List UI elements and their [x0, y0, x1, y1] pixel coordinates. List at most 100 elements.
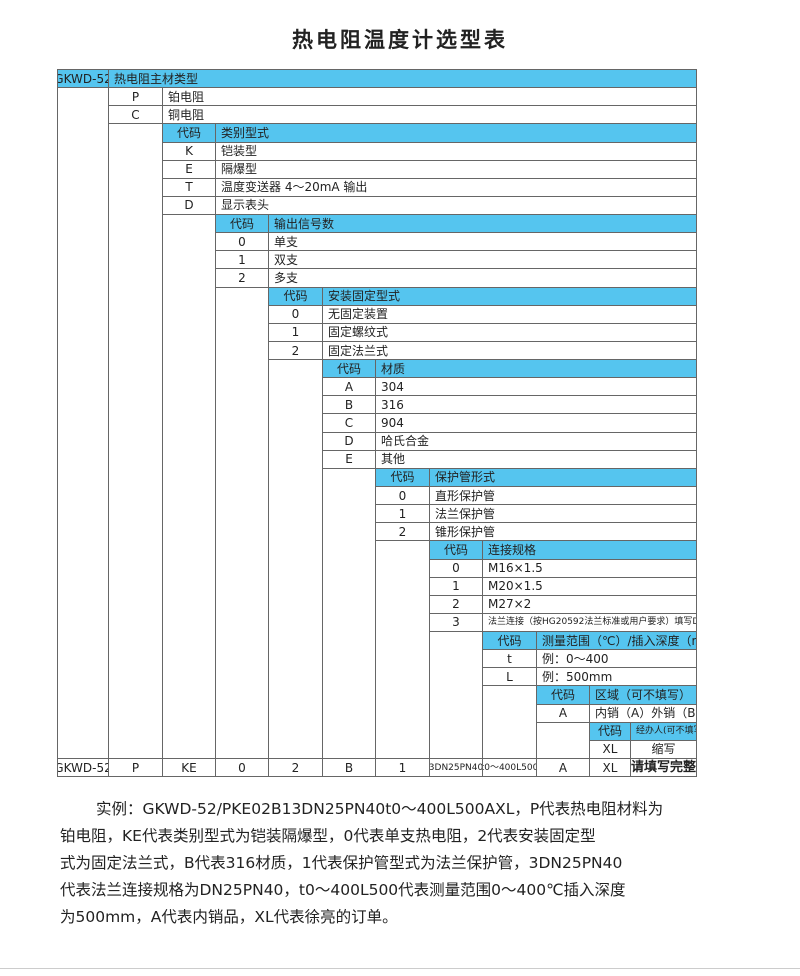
empty-block — [375, 540, 430, 759]
section-code-header: 代码 — [162, 123, 216, 143]
option-description: 直形保护管 — [429, 485, 697, 506]
option-code: 0 — [375, 485, 430, 506]
section-title: 输出信号数 — [268, 214, 697, 234]
option-code: 3 — [429, 612, 483, 633]
example-code-cell: 3DN25PN40 — [429, 757, 483, 778]
option-code: P — [108, 87, 163, 107]
option-description: 904 — [375, 413, 697, 433]
empty-block — [482, 685, 537, 759]
description-line: 实例：GKWD-52/PKE02B13DN25PN40t0～400L500AXL… — [96, 800, 664, 818]
option-description: 例：500mm — [536, 667, 697, 687]
option-description: 内销（A）外销（B） — [589, 703, 697, 723]
example-code-cell: B — [322, 757, 376, 778]
option-code: 2 — [268, 340, 323, 361]
section-code-header: 代码 — [589, 721, 631, 741]
option-description: 法兰连接（按HG20592法兰标准或用户要求）填写DN,PN — [482, 612, 697, 633]
empty-block — [215, 286, 269, 759]
option-description: 无固定装置 — [322, 304, 697, 324]
section-title: 测量范围（℃）/插入深度（mm） — [536, 631, 697, 651]
option-code: A — [322, 377, 376, 397]
section-title: 区域（可不填写） — [589, 685, 697, 705]
option-code: XL — [589, 739, 631, 759]
example-code-cell: 0 — [215, 757, 269, 778]
example-code-cell: t0～400L500 — [482, 757, 537, 778]
option-description: 法兰保护管 — [429, 504, 697, 524]
option-code: K — [162, 141, 216, 161]
example-code-cell: XL — [589, 757, 631, 778]
option-description: M16×1.5 — [482, 558, 697, 578]
option-description: 铂电阻 — [162, 87, 697, 107]
option-code: C — [108, 105, 163, 125]
option-code: A — [536, 703, 590, 723]
option-description: 固定螺纹式 — [322, 322, 697, 342]
section-code-header: GKWD-52 — [57, 69, 109, 89]
empty-block — [57, 87, 109, 759]
option-description: 哈氏合金 — [375, 431, 697, 451]
section-title: 类别型式 — [215, 123, 697, 143]
option-code: t — [482, 649, 537, 669]
description-line: 铂电阻，KE代表类别型式为铠装隔爆型，0代表单支热电阻，2代表安装固定型 — [60, 827, 596, 845]
divider — [0, 968, 800, 969]
section-code-header: 代码 — [429, 540, 483, 560]
option-code: T — [162, 177, 216, 197]
option-code: 1 — [215, 250, 269, 270]
option-code: 0 — [429, 558, 483, 578]
example-code-cell: KE — [162, 757, 216, 778]
description-line: 式为固定法兰式，B代表316材质，1代表保护管型式为法兰保护管，3DN25PN4… — [60, 854, 623, 872]
empty-block — [322, 467, 376, 759]
option-description: 固定法兰式 — [322, 340, 697, 361]
option-code: 2 — [429, 594, 483, 614]
section-code-header: 代码 — [482, 631, 537, 651]
section-code-header: 代码 — [536, 685, 590, 705]
empty-block — [268, 359, 323, 759]
option-description: 多支 — [268, 268, 697, 288]
example-code-cell: 请填写完整 — [630, 757, 697, 778]
example-code-cell: 2 — [268, 757, 323, 778]
option-description: 缩写 — [630, 739, 697, 759]
option-description: 铜电阻 — [162, 105, 697, 125]
section-title: 连接规格 — [482, 540, 697, 560]
section-code-header: 代码 — [268, 286, 323, 306]
example-description: 实例：GKWD-52/PKE02B13DN25PN40t0～400L500AXL… — [60, 796, 760, 931]
section-title: 材质 — [375, 359, 697, 379]
option-description: 316 — [375, 395, 697, 415]
option-code: E — [322, 449, 376, 469]
option-description: M27×2 — [482, 594, 697, 614]
option-description: 锥形保护管 — [429, 522, 697, 542]
section-title: 经办人(可不填写) — [630, 721, 697, 741]
description-line: 为500mm，A代表内销品，XL代表徐亮的订单。 — [60, 908, 398, 926]
option-code: 2 — [215, 268, 269, 288]
option-code: 1 — [268, 322, 323, 342]
option-code: 1 — [375, 504, 430, 524]
section-code-header: 代码 — [322, 359, 376, 379]
option-description: 隔爆型 — [215, 159, 697, 179]
option-code: E — [162, 159, 216, 179]
option-code: 2 — [375, 522, 430, 542]
option-description: 温度变送器 4～20mA 输出 — [215, 177, 697, 197]
empty-block — [536, 721, 590, 759]
option-description: 单支 — [268, 232, 697, 252]
option-code: D — [162, 195, 216, 216]
page-title: 热电阻温度计选型表 — [292, 28, 508, 52]
option-description: 显示表头 — [215, 195, 697, 216]
option-description: 其他 — [375, 449, 697, 469]
example-code-cell: P — [108, 757, 163, 778]
description-line: 代表法兰连接规格为DN25PN40，t0～400L500代表测量范围0～400℃… — [60, 881, 626, 899]
option-code: 0 — [215, 232, 269, 252]
option-code: B — [322, 395, 376, 415]
option-description: 304 — [375, 377, 697, 397]
option-description: 例：0～400 — [536, 649, 697, 669]
example-code-cell: 1 — [375, 757, 430, 778]
section-title: 安装固定型式 — [322, 286, 697, 306]
empty-block — [429, 631, 483, 759]
option-code: 1 — [429, 576, 483, 596]
option-description: M20×1.5 — [482, 576, 697, 596]
empty-block — [162, 214, 216, 759]
example-code-cell: GKWD-52 — [57, 757, 109, 778]
section-code-header: 代码 — [215, 214, 269, 234]
option-description: 双支 — [268, 250, 697, 270]
option-code: 0 — [268, 304, 323, 324]
option-code: C — [322, 413, 376, 433]
section-title: 保护管形式 — [429, 467, 697, 487]
option-code: D — [322, 431, 376, 451]
